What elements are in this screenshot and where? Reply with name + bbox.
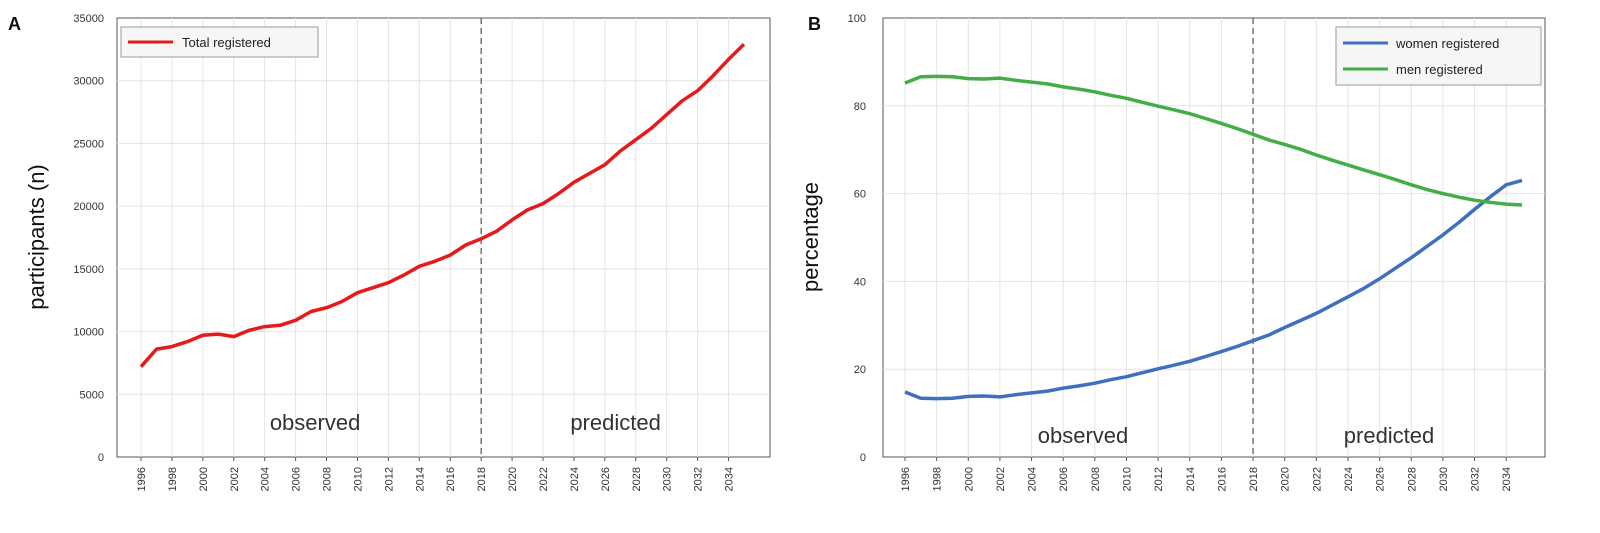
x-tick-label: 2008 (322, 467, 334, 491)
panel-a-series (139, 43, 746, 368)
panel-a-label: A (8, 14, 21, 34)
x-tick-label: 2010 (1121, 467, 1133, 491)
panel-a-y-axis-label: participants (n) (24, 164, 49, 310)
y-tick-label: 35000 (73, 13, 104, 25)
series-line-men-registered (904, 74, 1523, 207)
panel-b: B 0 20 40 60 80 100 1996 1998 2000 2002 2004 2006 2… (798, 13, 1546, 491)
x-tick-label: 1996 (136, 467, 148, 491)
x-tick-label: 2006 (1058, 467, 1070, 491)
panel-a-y-ticks: 0 5000 10000 15000 20000 25000 30000 35000 (73, 13, 104, 464)
x-tick-label: 2018 (476, 467, 488, 491)
panel-a-predicted-label: predicted (570, 410, 661, 435)
y-tick-label: 5000 (80, 389, 104, 401)
x-tick-label: 2014 (414, 467, 426, 491)
panel-a-x-ticks: 1996 1998 2000 2002 2004 2006 2008 2010 2012 2014… (136, 457, 736, 491)
x-tick-label: 2012 (383, 467, 395, 491)
x-tick-label: 2018 (1248, 467, 1260, 491)
y-tick-label: 60 (854, 189, 866, 201)
panel-b-observed-label: observed (1038, 423, 1129, 448)
x-tick-label: 2004 (260, 467, 272, 491)
x-tick-label: 2012 (1153, 467, 1165, 491)
x-tick-label: 2030 (1438, 467, 1450, 491)
x-tick-label: 2014 (1185, 467, 1197, 491)
x-tick-label: 2000 (198, 467, 210, 491)
panel-a-plot-area (116, 17, 771, 458)
y-tick-label: 20000 (73, 201, 104, 213)
panel-b-series (904, 74, 1523, 401)
x-tick-label: 2024 (569, 467, 581, 491)
y-tick-label: 100 (848, 13, 866, 25)
x-tick-label: 2004 (1027, 467, 1039, 491)
panel-a: A 0 5000 10000 15000 20000 25000 30000 35000 19… (8, 13, 771, 491)
x-tick-label: 2032 (1470, 467, 1482, 491)
x-tick-label: 2032 (693, 467, 705, 491)
y-tick-label: 30000 (73, 76, 104, 88)
x-tick-label: 2000 (963, 467, 975, 491)
panel-b-plot-area (882, 17, 1546, 458)
panel-b-legend-box (1335, 26, 1542, 86)
panel-b-predicted-label: predicted (1344, 423, 1435, 448)
panel-b-legend-label-women: women registered (1395, 36, 1499, 51)
y-tick-label: 25000 (73, 138, 104, 150)
y-tick-label: 10000 (73, 327, 104, 339)
panel-b-y-axis-label: percentage (798, 182, 823, 292)
x-tick-label: 2010 (352, 467, 364, 491)
y-tick-label: 40 (854, 276, 866, 288)
x-tick-label: 1996 (900, 467, 912, 491)
x-tick-label: 2030 (662, 467, 674, 491)
x-tick-label: 2026 (1375, 467, 1387, 491)
panel-b-legend-label-men: men registered (1396, 62, 1483, 77)
x-tick-label: 2028 (631, 467, 643, 491)
x-tick-label: 2020 (1280, 467, 1292, 491)
x-tick-label: 2022 (538, 467, 550, 491)
panel-a-observed-label: observed (270, 410, 361, 435)
x-tick-label: 2026 (600, 467, 612, 491)
x-tick-label: 2006 (291, 467, 303, 491)
x-tick-label: 2016 (445, 467, 457, 491)
x-tick-label: 1998 (167, 467, 179, 491)
x-tick-label: 2024 (1343, 467, 1355, 491)
panel-a-legend-label: Total registered (182, 35, 271, 50)
panel-b-legend: women registered men registered (1335, 26, 1542, 86)
panel-b-y-ticks: 0 20 40 60 80 100 (848, 13, 866, 464)
panel-b-x-ticks: 1996 1998 2000 2002 2004 2006 2008 2010 2012 2014… (900, 457, 1513, 491)
x-tick-label: 2022 (1311, 467, 1323, 491)
x-tick-label: 2034 (1501, 467, 1513, 491)
panel-a-legend: Total registered (120, 26, 319, 58)
y-tick-label: 80 (854, 101, 866, 113)
x-tick-label: 2020 (507, 467, 519, 491)
x-tick-label: 2002 (995, 467, 1007, 491)
x-tick-label: 1998 (932, 467, 944, 491)
y-tick-label: 20 (854, 364, 866, 376)
y-tick-label: 0 (98, 452, 104, 464)
y-tick-label: 15000 (73, 264, 104, 276)
x-tick-label: 2008 (1090, 467, 1102, 491)
series-line-women-registered (904, 178, 1523, 401)
x-tick-label: 2016 (1216, 467, 1228, 491)
x-tick-label: 2002 (229, 467, 241, 491)
panel-b-label: B (808, 14, 821, 34)
x-tick-label: 2034 (724, 467, 736, 491)
series-line-total-registered (139, 43, 746, 368)
y-tick-label: 0 (860, 452, 866, 464)
x-tick-label: 2028 (1406, 467, 1418, 491)
